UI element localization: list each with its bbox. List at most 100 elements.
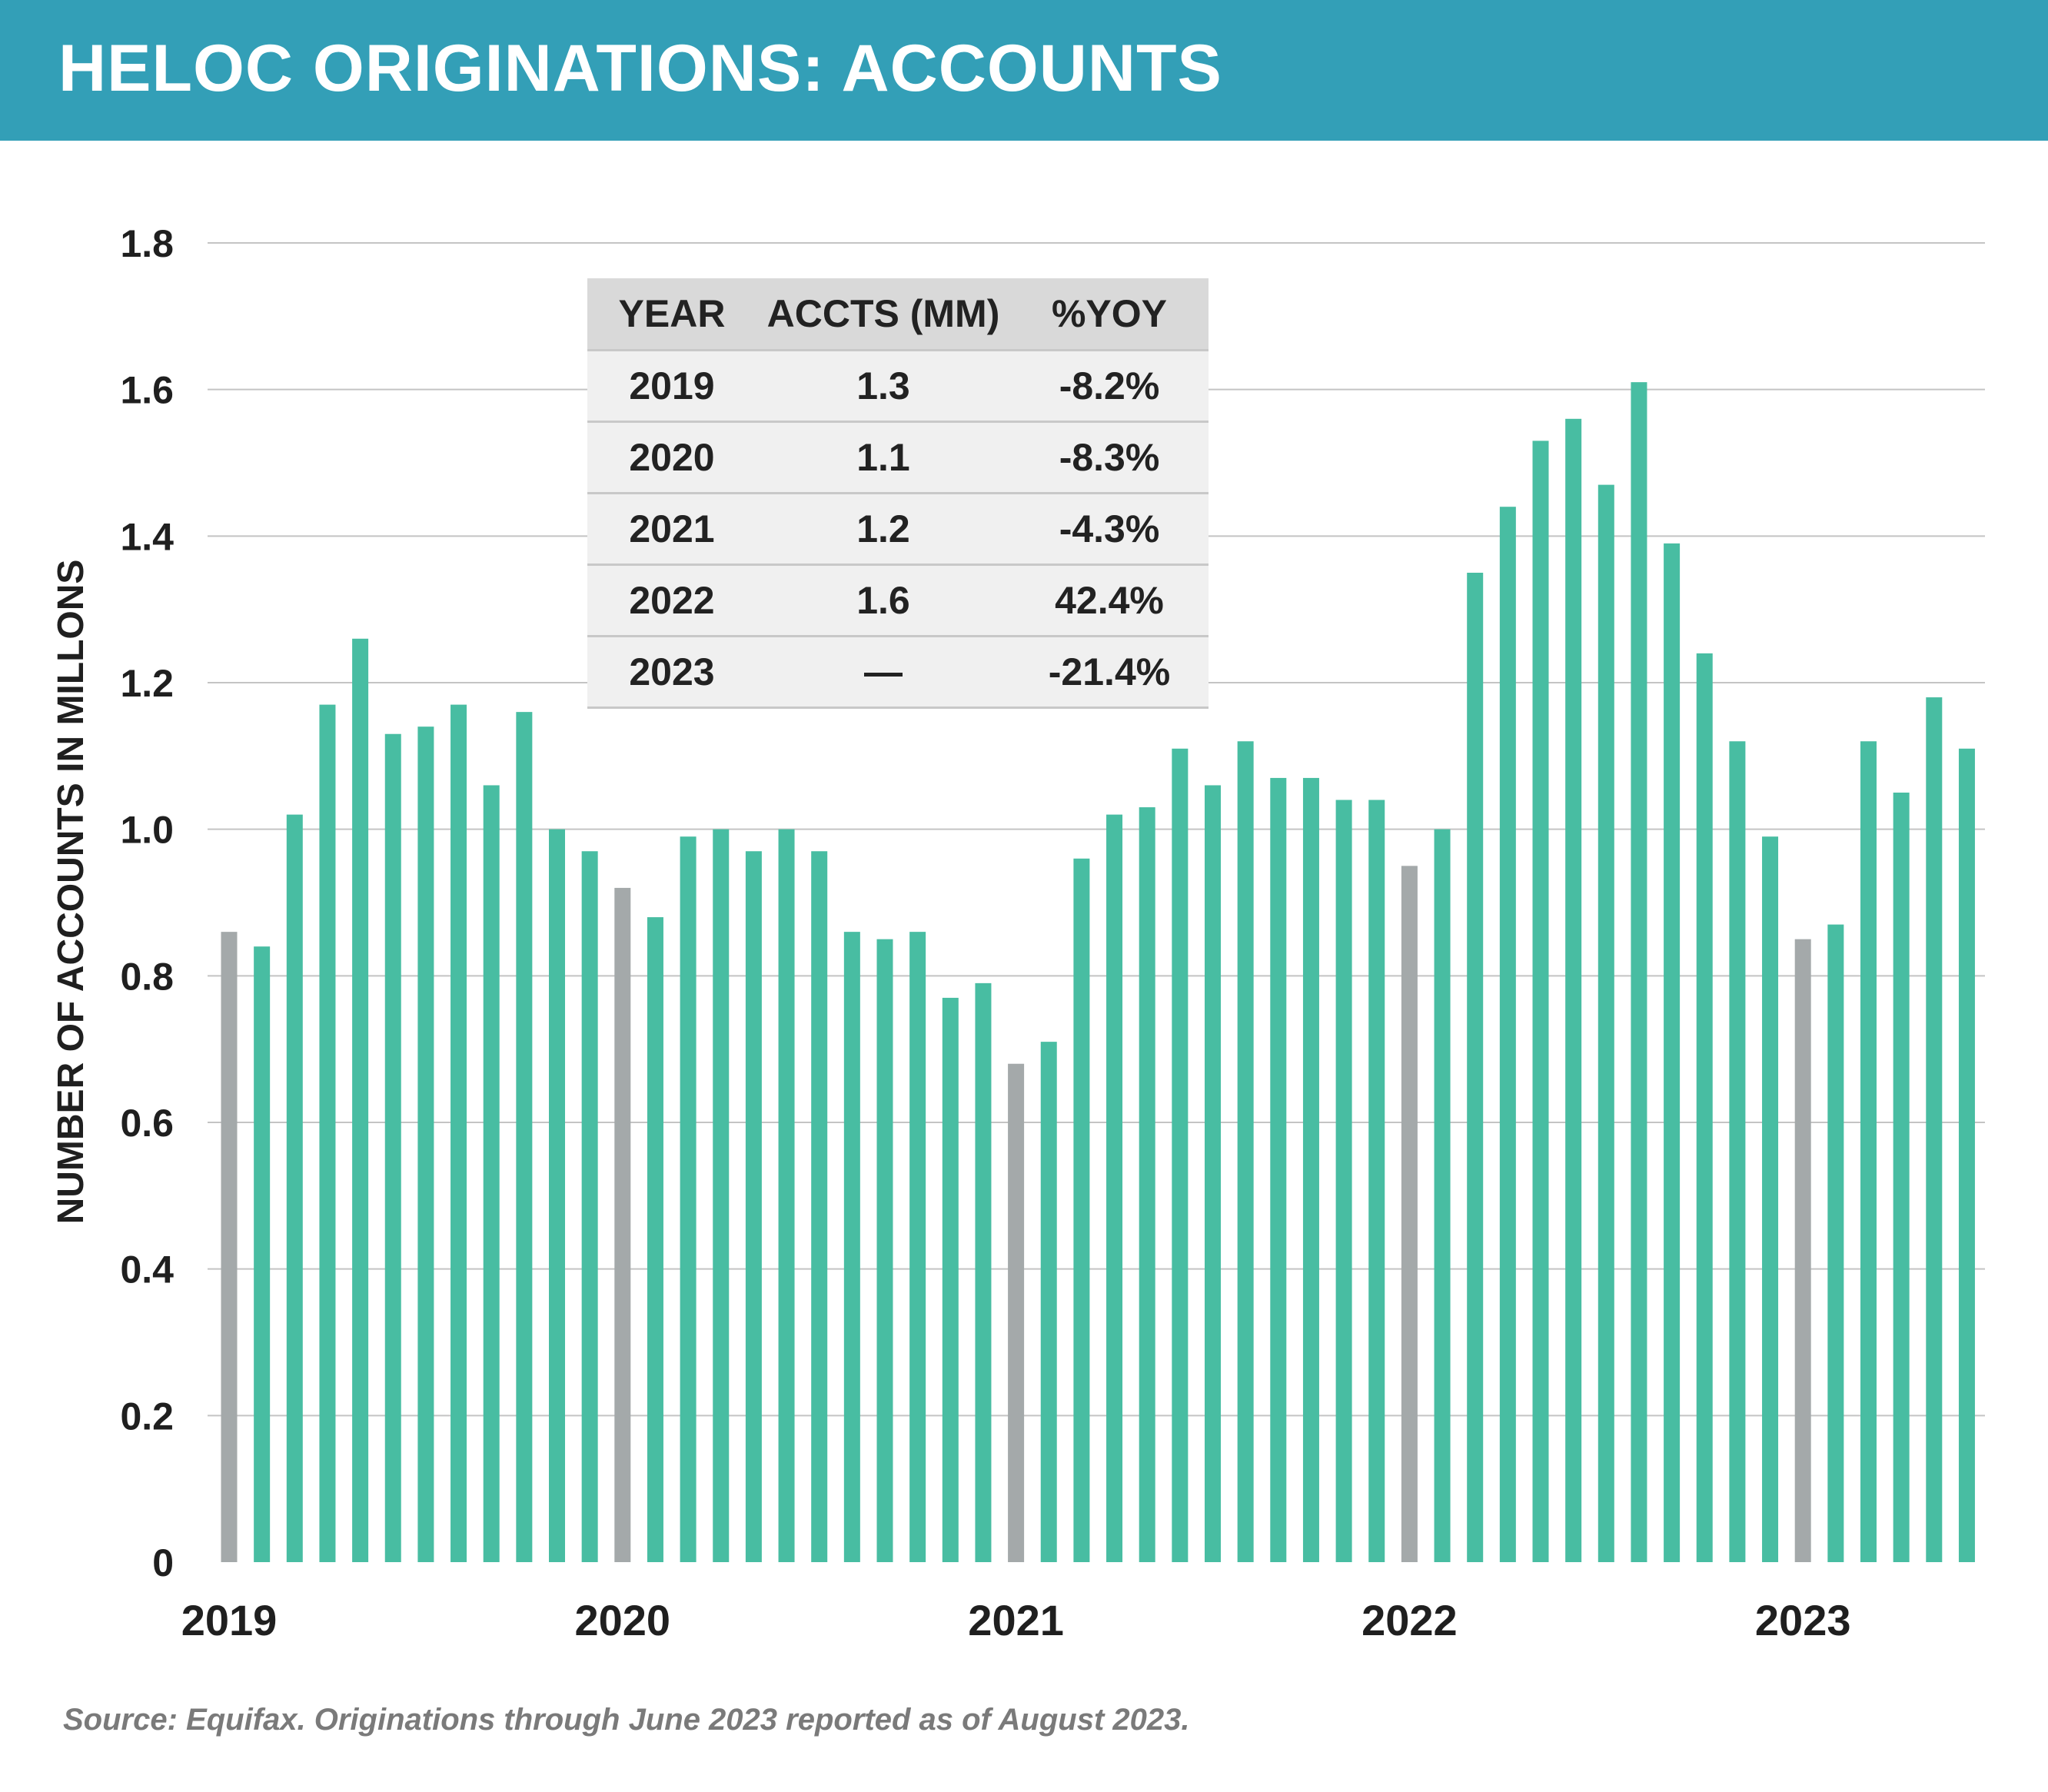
x-tick-label: 2021	[968, 1596, 1064, 1644]
bar	[1106, 814, 1123, 1562]
bar	[1205, 785, 1221, 1562]
table-row: 2021 1.2 -4.3%	[587, 493, 1209, 566]
table-header-year: YEAR	[587, 278, 756, 351]
bar	[1664, 543, 1681, 1562]
y-tick-label: 1.2	[120, 662, 174, 705]
bar	[1368, 800, 1385, 1562]
table-cell-yoy: -8.2%	[1010, 350, 1209, 423]
x-tick-label: 2020	[575, 1596, 671, 1644]
table-row: 2020 1.1 -8.3%	[587, 421, 1209, 494]
table-row: 2019 1.3 -8.2%	[587, 350, 1209, 423]
bar	[1401, 866, 1418, 1562]
y-tick-label: 0.6	[120, 1102, 174, 1145]
bar	[1172, 748, 1189, 1562]
bar	[221, 932, 238, 1562]
bar	[713, 829, 730, 1562]
bar	[384, 733, 401, 1562]
bar	[1565, 418, 1582, 1562]
bar	[647, 917, 663, 1562]
table-cell-accounts: —	[756, 636, 1010, 709]
y-axis-label: NUMBER OF ACCOUNTS IN MILLONS	[51, 560, 91, 1225]
bar	[1434, 829, 1451, 1562]
bar	[1467, 573, 1484, 1562]
bar	[319, 704, 336, 1562]
bar	[516, 712, 533, 1563]
bar	[352, 638, 369, 1562]
annual-summary-table: YEAR ACCTS (MM) %YOY 2019 1.3 -8.2% 2020…	[587, 278, 1209, 709]
table-cell-year: 2021	[587, 493, 756, 566]
bar	[876, 939, 893, 1562]
bar	[254, 946, 271, 1562]
bar	[450, 704, 467, 1562]
bar	[417, 726, 434, 1563]
bar	[1696, 653, 1713, 1562]
bar	[843, 932, 860, 1562]
table-cell-yoy: -4.3%	[1010, 493, 1209, 566]
bar	[549, 829, 565, 1562]
bar	[483, 785, 500, 1562]
bar	[1040, 1042, 1057, 1562]
y-tick-label: 1.6	[120, 369, 174, 412]
table-cell-year: 2020	[587, 421, 756, 494]
bar	[1926, 697, 1943, 1562]
bar	[1499, 507, 1516, 1563]
bar	[811, 851, 828, 1562]
bar	[1958, 748, 1975, 1562]
bar	[1893, 793, 1910, 1562]
bar	[1794, 939, 1811, 1562]
table-cell-yoy: -8.3%	[1010, 421, 1209, 494]
table-header-yoy: %YOY	[1010, 278, 1209, 351]
bar	[1335, 800, 1352, 1562]
bar	[1073, 858, 1090, 1562]
table-header-accounts: ACCTS (MM)	[756, 278, 1010, 351]
bar	[1302, 777, 1319, 1562]
table-cell-yoy: -21.4%	[1010, 636, 1209, 709]
y-tick-label: 1.8	[120, 222, 174, 265]
table-row: 2022 1.6 42.4%	[587, 564, 1209, 637]
bars	[221, 382, 1975, 1563]
table-cell-accounts: 1.2	[756, 493, 1010, 566]
table-header-row: YEAR ACCTS (MM) %YOY	[587, 278, 1209, 351]
title-banner: HELOC ORIGINATIONS: ACCOUNTS	[0, 0, 2048, 141]
bar	[942, 997, 959, 1562]
bar	[581, 851, 598, 1562]
table-cell-accounts: 1.1	[756, 421, 1010, 494]
bar	[1008, 1063, 1025, 1562]
table-cell-accounts: 1.6	[756, 564, 1010, 637]
table-cell-accounts: 1.3	[756, 350, 1010, 423]
bar	[1631, 382, 1647, 1563]
x-tick-label: 2019	[181, 1596, 278, 1644]
bar	[286, 814, 303, 1562]
y-tick-label: 0.8	[120, 955, 174, 998]
x-axis-tick-labels: 2019 2020 2021 2022 2023	[181, 1596, 1851, 1644]
bar	[1532, 441, 1549, 1562]
y-tick-label: 1.0	[120, 809, 174, 852]
y-tick-label: 0.2	[120, 1395, 174, 1438]
bar	[745, 851, 762, 1562]
x-tick-label: 2023	[1755, 1596, 1851, 1644]
bar	[909, 932, 926, 1562]
bar	[1237, 741, 1254, 1563]
y-axis-tick-labels: 0 0.2 0.4 0.6 0.8 1.0 1.2 1.4 1.6 1.8	[120, 222, 174, 1584]
table-cell-year: 2022	[587, 564, 756, 637]
bar	[1729, 741, 1746, 1563]
y-tick-label: 1.4	[120, 515, 174, 558]
x-tick-label: 2022	[1361, 1596, 1458, 1644]
y-tick-label: 0	[152, 1541, 174, 1584]
bar	[1827, 924, 1844, 1562]
table-cell-year: 2023	[587, 636, 756, 709]
bar	[1762, 836, 1779, 1562]
bar	[680, 836, 697, 1562]
table-row: 2023 — -21.4%	[587, 636, 1209, 709]
bar	[1139, 807, 1155, 1562]
chart-title: HELOC ORIGINATIONS: ACCOUNTS	[58, 32, 1222, 105]
bar	[1598, 484, 1614, 1562]
bar	[975, 982, 992, 1562]
table-cell-year: 2019	[587, 350, 756, 423]
source-note: Source: Equifax. Originations through Ju…	[63, 1703, 1190, 1737]
bar	[778, 829, 795, 1562]
bar	[1860, 741, 1877, 1563]
bar	[1270, 777, 1287, 1562]
table-cell-yoy: 42.4%	[1010, 564, 1209, 637]
